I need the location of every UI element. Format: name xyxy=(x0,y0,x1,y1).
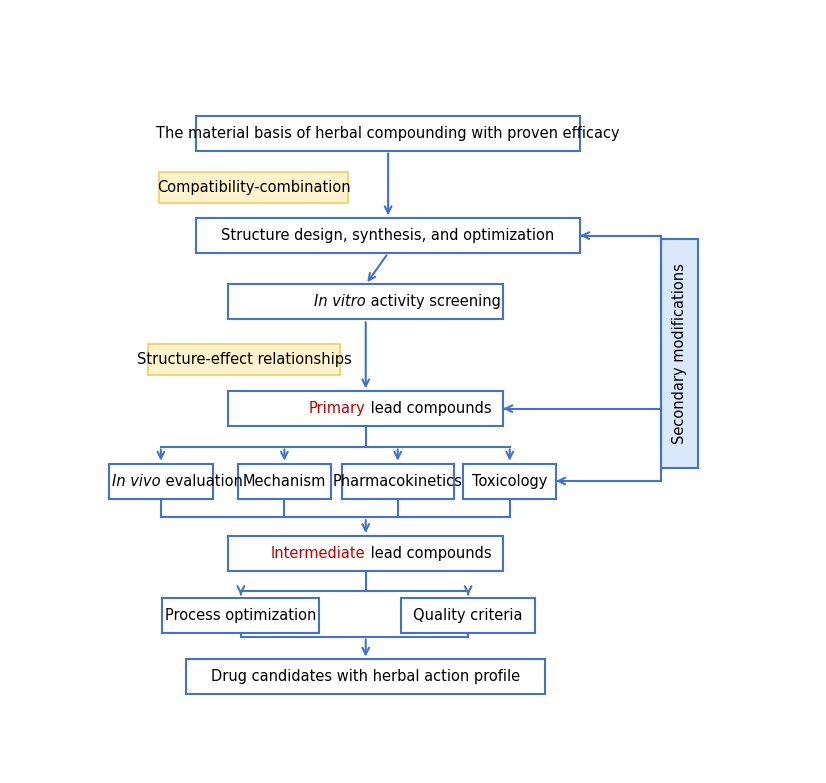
FancyBboxPatch shape xyxy=(228,284,503,319)
Text: Mechanism: Mechanism xyxy=(243,474,326,489)
FancyBboxPatch shape xyxy=(228,536,503,571)
Text: Compatibility-combination: Compatibility-combination xyxy=(157,180,350,195)
Text: Secondary modifications: Secondary modifications xyxy=(672,263,687,444)
FancyBboxPatch shape xyxy=(187,659,545,695)
Text: Structure-effect relationships: Structure-effect relationships xyxy=(137,352,351,366)
Text: evaluation: evaluation xyxy=(161,474,243,489)
FancyBboxPatch shape xyxy=(148,344,340,375)
FancyBboxPatch shape xyxy=(109,464,213,499)
FancyBboxPatch shape xyxy=(463,464,556,499)
FancyBboxPatch shape xyxy=(163,598,320,633)
FancyBboxPatch shape xyxy=(238,464,331,499)
FancyBboxPatch shape xyxy=(196,218,580,253)
FancyBboxPatch shape xyxy=(228,392,503,426)
FancyBboxPatch shape xyxy=(661,239,698,467)
Text: Toxicology: Toxicology xyxy=(472,474,548,489)
Text: The material basis of herbal compounding with proven efficacy: The material basis of herbal compounding… xyxy=(156,125,620,141)
Text: In vivo: In vivo xyxy=(112,474,161,489)
Text: activity screening: activity screening xyxy=(366,294,501,309)
FancyBboxPatch shape xyxy=(196,116,580,150)
Text: Structure design, synthesis, and optimization: Structure design, synthesis, and optimiz… xyxy=(221,228,555,244)
Text: Primary: Primary xyxy=(309,401,366,417)
FancyBboxPatch shape xyxy=(159,171,348,203)
Text: Quality criteria: Quality criteria xyxy=(413,608,523,623)
Text: Drug candidates with herbal action profile: Drug candidates with herbal action profi… xyxy=(211,669,520,684)
Text: lead compounds: lead compounds xyxy=(366,401,491,417)
Text: In vitro: In vitro xyxy=(314,294,366,309)
Text: Process optimization: Process optimization xyxy=(165,608,316,623)
Text: lead compounds: lead compounds xyxy=(366,546,491,561)
Text: Pharmacokinetics: Pharmacokinetics xyxy=(333,474,463,489)
FancyBboxPatch shape xyxy=(401,598,535,633)
Text: Intermediate: Intermediate xyxy=(271,546,366,561)
FancyBboxPatch shape xyxy=(342,464,453,499)
